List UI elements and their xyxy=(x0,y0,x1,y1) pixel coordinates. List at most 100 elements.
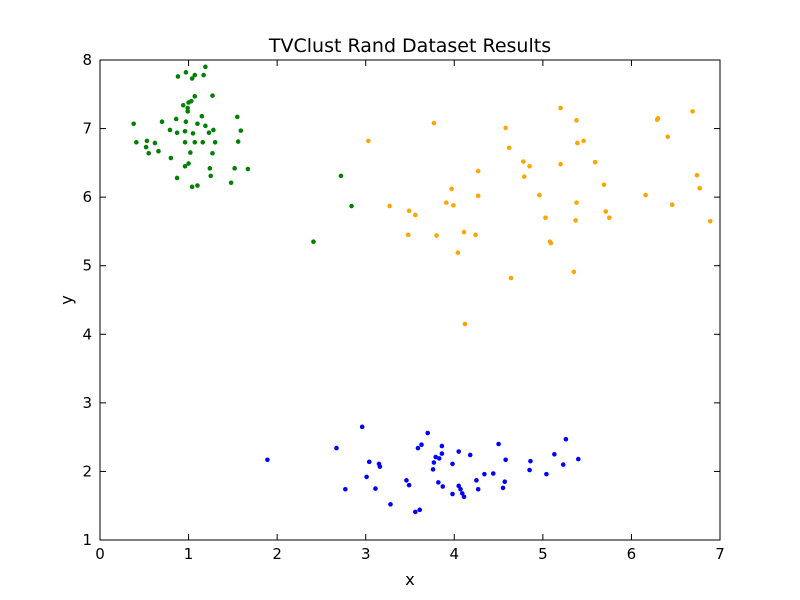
data-point xyxy=(417,507,423,513)
data-point xyxy=(482,471,487,477)
data-point xyxy=(450,461,455,467)
y-tick-label: 2 xyxy=(82,462,92,480)
data-point xyxy=(528,458,533,464)
x-tick-label: 3 xyxy=(361,545,371,563)
data-point xyxy=(192,72,198,78)
data-point xyxy=(195,121,200,127)
data-point xyxy=(349,203,354,209)
data-point xyxy=(265,457,270,463)
data-point xyxy=(440,484,446,489)
data-point xyxy=(143,144,149,150)
data-point xyxy=(455,250,461,255)
data-point xyxy=(232,166,237,171)
data-point xyxy=(188,150,193,155)
data-point xyxy=(502,479,508,485)
data-point xyxy=(185,109,190,114)
data-point xyxy=(475,168,481,174)
data-point xyxy=(527,163,532,169)
data-point xyxy=(665,134,671,140)
data-point xyxy=(146,150,152,156)
data-point xyxy=(152,140,158,146)
y-tick-label: 8 xyxy=(82,51,92,69)
data-point xyxy=(444,200,449,205)
y-tick-label: 6 xyxy=(82,188,92,206)
data-point xyxy=(189,184,195,190)
x-tick-label: 2 xyxy=(272,545,282,563)
data-point xyxy=(552,451,557,457)
data-point xyxy=(575,456,581,462)
data-point xyxy=(449,186,454,192)
data-point xyxy=(459,491,465,496)
data-point xyxy=(131,121,136,127)
data-point xyxy=(210,150,215,156)
data-point xyxy=(461,229,467,235)
data-point xyxy=(527,467,532,473)
data-point xyxy=(430,467,436,472)
x-axis-label: x xyxy=(405,570,414,589)
data-point xyxy=(203,123,208,129)
data-point xyxy=(436,456,442,461)
data-point xyxy=(690,109,695,114)
data-point xyxy=(415,445,421,451)
data-point xyxy=(450,491,455,497)
chart-title: TVClust Rand Dataset Results xyxy=(268,35,551,57)
data-point xyxy=(159,119,165,125)
y-axis-label: y xyxy=(57,295,76,304)
data-point xyxy=(521,174,527,179)
data-point xyxy=(343,486,348,492)
data-point xyxy=(211,127,216,133)
data-point xyxy=(180,102,186,108)
data-point xyxy=(581,138,586,144)
data-point xyxy=(503,457,508,463)
data-point xyxy=(186,100,191,105)
data-point xyxy=(183,119,189,125)
data-point xyxy=(200,139,206,145)
data-point xyxy=(436,480,441,485)
data-point xyxy=(182,163,188,169)
data-point xyxy=(199,113,205,119)
data-point xyxy=(575,140,580,146)
data-point xyxy=(192,94,198,99)
data-point xyxy=(174,130,180,135)
data-point xyxy=(508,275,514,281)
data-point xyxy=(212,139,218,145)
data-point xyxy=(461,494,467,500)
data-point xyxy=(364,474,369,480)
data-point xyxy=(548,240,554,246)
y-tick-label: 5 xyxy=(82,257,92,275)
data-point xyxy=(503,125,508,131)
data-point xyxy=(669,202,675,207)
x-tick-label: 0 xyxy=(95,545,105,563)
data-point xyxy=(425,430,431,436)
data-point xyxy=(496,441,501,447)
data-point xyxy=(521,159,526,164)
data-point xyxy=(506,145,512,151)
y-tick-label: 3 xyxy=(82,394,92,412)
data-point xyxy=(413,509,418,515)
data-point xyxy=(189,76,195,81)
data-point xyxy=(603,209,609,214)
data-point xyxy=(190,131,196,136)
data-point xyxy=(208,173,214,179)
data-point xyxy=(574,200,579,205)
data-point xyxy=(451,203,456,208)
data-point xyxy=(373,486,378,491)
data-point xyxy=(387,203,392,209)
data-point xyxy=(655,115,661,121)
data-point xyxy=(573,218,578,223)
x-tick-label: 5 xyxy=(538,545,548,563)
data-point xyxy=(419,442,424,447)
data-point xyxy=(210,93,215,98)
data-point xyxy=(174,175,180,181)
y-tick-label: 1 xyxy=(82,531,92,549)
data-point xyxy=(207,166,213,171)
data-point xyxy=(490,471,496,476)
data-point xyxy=(359,424,365,430)
data-point xyxy=(467,452,473,458)
data-point xyxy=(431,460,437,465)
data-point xyxy=(201,72,206,78)
data-point xyxy=(311,239,316,245)
x-tick-label: 1 xyxy=(184,545,194,563)
